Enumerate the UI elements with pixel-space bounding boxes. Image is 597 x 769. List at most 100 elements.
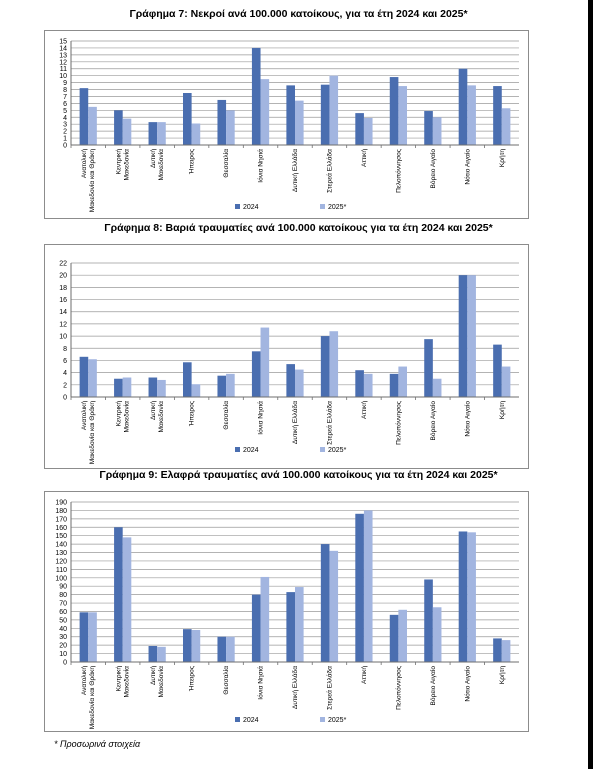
chart-7-bar-2024	[183, 93, 192, 145]
chart-7-ytick-label: 2	[63, 129, 67, 136]
page-edge-bar	[588, 0, 593, 769]
chart-9-ytick-label: 60	[59, 609, 67, 616]
chart-9-bar-2024	[217, 636, 227, 662]
chart-7-bar-2025	[329, 75, 339, 145]
chart-7-legend-label: 2025*	[328, 204, 347, 211]
chart-7-bar-2024	[424, 111, 433, 145]
chart-8-category-label: ΑνατολικήΜακεδονία και Θράκη	[81, 401, 96, 465]
chart-9-bar-2024	[114, 527, 123, 662]
chart-8-ytick-label: 10	[59, 334, 67, 341]
chart-7-bar-2025	[260, 79, 270, 145]
chart-8-category-label: Θεσσαλία	[222, 401, 230, 430]
chart-8-bar-2025	[398, 366, 407, 397]
chart-9-legend-label: 2025*	[328, 717, 347, 724]
chart-9-ytick-label: 50	[59, 617, 67, 624]
chart-8-legend-label: 2024	[243, 447, 259, 454]
chart-8-category-label: Στερεά Ελλάδα	[325, 401, 333, 445]
chart-7-plot: 0123456789101112131415ΑνατολικήΜακεδονία…	[59, 39, 519, 212]
chart-9-ytick-label: 110	[56, 567, 67, 574]
chart-8-bar-2025	[295, 369, 304, 397]
chart-9-category-label: ΚεντρικήΜακεδονία	[116, 666, 131, 698]
chart-8-category-label: Ιόνια Νησιά	[257, 401, 265, 435]
chart-7-bar-2025	[157, 122, 166, 145]
chart-9-bar-2025	[226, 636, 235, 662]
chart-9-legend-swatch-2025	[320, 717, 325, 722]
chart-9-category-label: Κρήτη	[499, 666, 506, 684]
chart-8-category-label: Πελοπόννησος	[394, 401, 402, 445]
chart-9-bar-2024	[493, 638, 502, 662]
chart-9-ytick-label: 180	[55, 508, 67, 515]
chart-9-title: Γράφημα 9: Ελαφρά τραυματίες ανά 100.000…	[99, 469, 498, 481]
chart-8-category-label: Δυτική Ελλάδα	[291, 401, 299, 444]
chart-9-bar-2025	[398, 609, 407, 662]
chart-9-ytick-label: 190	[55, 500, 67, 507]
chart-9-ytick-label: 90	[59, 584, 67, 591]
chart-8-bar-2025	[432, 378, 442, 397]
chart-9-category-label: Στερεά Ελλάδα	[325, 666, 333, 710]
chart-7-bar-2025	[432, 117, 442, 145]
chart-9-bar-2024	[183, 629, 192, 662]
chart-8-bar-2025	[122, 377, 132, 397]
chart-7-title: Γράφημα 7: Νεκροί ανά 100.000 κατοίκους,…	[129, 8, 468, 20]
chart-7-bar-2025	[191, 123, 201, 145]
chart-9-bar-2025	[260, 576, 270, 662]
chart-7-bar-2025	[226, 110, 235, 145]
chart-7-ytick-label: 8	[63, 87, 67, 94]
chart-9-bar-2025	[191, 630, 201, 662]
chart-7-category-label: ΚεντρικήΜακεδονία	[116, 149, 131, 181]
chart-7-bar-2025	[295, 100, 304, 145]
chart-9-category-label: Δυτική Ελλάδα	[291, 666, 299, 709]
chart-8-bar-2025	[260, 327, 270, 397]
chart-8-ytick-label: 20	[59, 273, 67, 280]
chart-8-bar-2024	[458, 275, 468, 397]
chart-7-bar-2024	[320, 84, 330, 145]
chart-7-category-label: Βόρειο Αιγαίο	[429, 149, 437, 189]
chart-8-plot: 0 2 4 6 8 10 12 14 16 18 20 22 ΑνατολικήΜακεδονία κα…	[59, 261, 519, 465]
chart-9-ytick-label: 80	[59, 592, 67, 599]
chart-8-legend-swatch-2024	[235, 447, 240, 452]
chart-8-bar-2024	[355, 370, 364, 397]
chart-8-bar-2024	[217, 375, 227, 397]
chart-7-bar-2024	[286, 85, 295, 145]
chart-8-ytick-label: 22	[59, 261, 67, 268]
chart-9-bar-2025	[501, 640, 511, 662]
chart-7-ytick-label: 12	[59, 59, 67, 66]
chart-7-category-label: ΔυτικήΜακεδονία	[150, 149, 165, 181]
chart-8-bar-2024	[493, 344, 502, 397]
chart-9-frame: 0 10 20 30 40 50 60 70 80 90 100 110 120 130 140 150 160…	[44, 491, 529, 732]
chart-7-ytick-label: 11	[60, 66, 67, 73]
chart-8-bar-2024	[424, 339, 433, 397]
chart-9-bar-2024	[424, 579, 433, 662]
chart-9-ytick-label: 130	[55, 550, 67, 557]
chart-7-category-label: Νότιο Αιγαίο	[463, 149, 471, 185]
chart-7-bar-2025	[467, 85, 476, 145]
chart-8-bar-2024	[320, 336, 330, 397]
chart-8-ytick-label: 12	[59, 321, 67, 328]
chart-8-ytick-label: 4	[63, 370, 67, 377]
chart-9-category-label: Θεσσαλία	[222, 666, 230, 695]
chart-7-category-label: Πελοπόννησος	[394, 149, 402, 193]
chart-9-category-label: ΑνατολικήΜακεδονία και Θράκη	[81, 666, 96, 730]
chart-8-category-label: Κρήτη	[499, 401, 506, 419]
chart-7-legend-label: 2024	[243, 204, 259, 211]
chart-8-bar-2024	[286, 364, 295, 397]
chart-9-bar-2024	[458, 531, 468, 662]
chart-9-ytick-label: 40	[59, 626, 67, 633]
chart-8-legend-swatch-2025	[320, 447, 325, 452]
chart-9-bar-2024	[389, 614, 399, 662]
chart-8-legend-label: 2025*	[328, 447, 347, 454]
chart-8-bar-2024	[389, 373, 399, 397]
chart-9-category-label: Αττική	[361, 666, 368, 684]
chart-9-bar-2025	[467, 532, 476, 662]
chart-7-bar-2025	[122, 118, 132, 145]
chart-8-frame: 0 2 4 6 8 10 12 14 16 18 20 22 ΑνατολικήΜακεδονία κα…	[44, 244, 529, 469]
chart-9-bar-2024	[251, 594, 261, 662]
chart-7-ytick-label: 7	[63, 94, 67, 101]
chart-7-ytick-label: 1	[63, 136, 67, 143]
chart-9-ytick-label: 160	[55, 525, 67, 532]
chart-8-ytick-label: 18	[59, 285, 67, 292]
chart-7-bar-2024	[355, 113, 364, 145]
chart-9-ytick-label: 20	[59, 643, 67, 650]
chart-9-category-label: Πελοπόννησος	[394, 666, 402, 710]
